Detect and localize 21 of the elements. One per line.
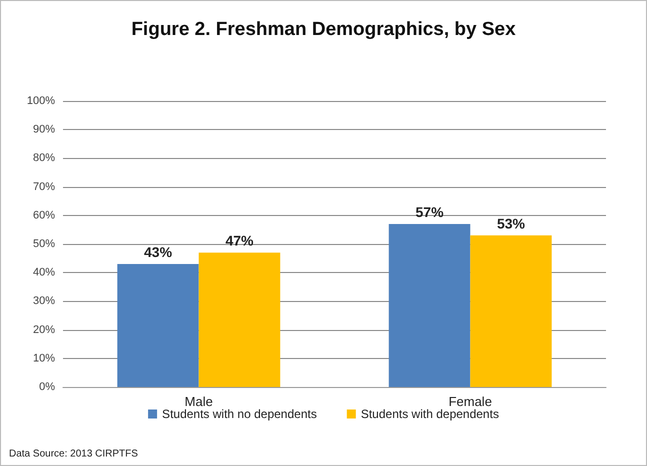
y-tick-label: 10% (32, 352, 56, 364)
y-tick-label: 70% (32, 180, 56, 193)
data-label: 53% (496, 215, 526, 232)
data-label: 43% (144, 244, 173, 260)
legend-label: Students with dependents (360, 407, 499, 421)
data-label: 57% (416, 204, 444, 220)
y-tick-label: 60% (32, 209, 56, 222)
y-tick-label: 80% (32, 152, 56, 164)
y-tick-label: 100% (26, 95, 56, 107)
chart-title: Figure 2. Freshman Demographics, by Sex (131, 19, 516, 40)
y-tick-label: 20% (32, 324, 56, 336)
y-tick-label: 50% (32, 238, 56, 250)
x-tick-label: Female (448, 394, 492, 409)
y-tick-label: 0% (39, 381, 56, 393)
y-tick-label: 40% (32, 266, 56, 279)
source-note: Data Source: 2013 CIRPTFS (9, 448, 138, 460)
y-tick-label: 30% (32, 295, 56, 308)
legend-label: Students with no dependents (162, 407, 317, 421)
data-label: 47% (225, 232, 254, 249)
x-tick-label: Male (184, 394, 213, 409)
y-tick-label: 90% (32, 124, 56, 136)
